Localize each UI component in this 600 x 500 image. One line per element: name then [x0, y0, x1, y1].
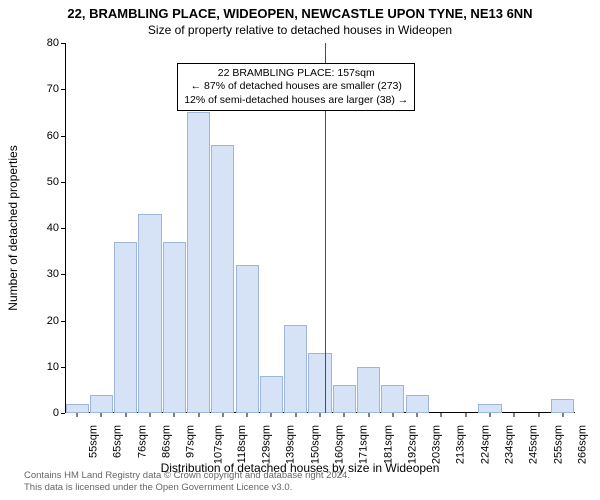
y-tick-label: 20	[47, 315, 59, 327]
footer-attribution: Contains HM Land Registry data © Crown c…	[24, 470, 350, 494]
x-tick-mark	[101, 413, 102, 417]
y-tick-mark	[61, 274, 65, 275]
y-tick-label: 80	[47, 37, 59, 49]
x-tick-label: 181sqm	[382, 425, 394, 464]
histogram-bar	[551, 399, 574, 413]
footer-line2: This data is licensed under the Open Gov…	[24, 482, 350, 494]
x-tick-label: 160sqm	[334, 425, 346, 464]
annotation-box: 22 BRAMBLING PLACE: 157sqm ← 87% of deta…	[177, 63, 415, 110]
y-tick-label: 10	[47, 361, 59, 373]
x-tick-label: 203sqm	[431, 425, 443, 464]
histogram-bar	[211, 145, 234, 413]
histogram-bar	[236, 265, 259, 413]
x-tick-mark	[392, 413, 393, 417]
histogram-bar	[478, 404, 501, 413]
y-tick-label: 60	[47, 130, 59, 142]
x-tick-label: 171sqm	[358, 425, 370, 464]
page-title-line1: 22, BRAMBLING PLACE, WIDEOPEN, NEWCASTLE…	[0, 6, 600, 21]
histogram-bar	[333, 385, 356, 413]
x-tick-mark	[198, 413, 199, 417]
x-tick-mark	[490, 413, 491, 417]
x-tick-label: 76sqm	[136, 425, 148, 458]
x-tick-mark	[320, 413, 321, 417]
annotation-line2: ← 87% of detached houses are smaller (27…	[184, 80, 408, 93]
x-tick-mark	[538, 413, 539, 417]
histogram-bar	[260, 376, 283, 413]
histogram-bar	[284, 325, 307, 413]
histogram-bar	[114, 242, 137, 413]
histogram-bar	[138, 214, 161, 413]
x-tick-label: 234sqm	[504, 425, 516, 464]
x-tick-mark	[441, 413, 442, 417]
x-tick-mark	[417, 413, 418, 417]
x-tick-label: 150sqm	[309, 425, 321, 464]
y-tick-label: 0	[53, 407, 59, 419]
histogram-bar	[90, 395, 113, 414]
x-tick-label: 245sqm	[528, 425, 540, 464]
y-axis-label: Number of detached properties	[6, 145, 20, 310]
annotation-line3: 12% of semi-detached houses are larger (…	[184, 94, 408, 107]
x-tick-label: 86sqm	[161, 425, 173, 458]
y-tick-mark	[61, 89, 65, 90]
x-tick-label: 55sqm	[88, 425, 100, 458]
y-tick-mark	[61, 43, 65, 44]
x-tick-mark	[344, 413, 345, 417]
x-tick-mark	[562, 413, 563, 417]
y-tick-mark	[61, 413, 65, 414]
histogram-bar	[66, 404, 89, 413]
x-tick-label: 97sqm	[185, 425, 197, 458]
x-tick-label: 192sqm	[406, 425, 418, 464]
x-tick-label: 107sqm	[212, 425, 224, 464]
x-tick-label: 129sqm	[261, 425, 273, 464]
x-tick-label: 224sqm	[479, 425, 491, 464]
y-tick-label: 40	[47, 222, 59, 234]
x-tick-mark	[222, 413, 223, 417]
histogram-bar	[406, 395, 429, 414]
x-tick-mark	[174, 413, 175, 417]
x-tick-mark	[247, 413, 248, 417]
x-tick-label: 118sqm	[236, 425, 248, 463]
y-tick-mark	[61, 136, 65, 137]
x-tick-mark	[295, 413, 296, 417]
chart-area: Number of detached properties 0102030405…	[65, 43, 575, 413]
x-tick-mark	[125, 413, 126, 417]
footer-line1: Contains HM Land Registry data © Crown c…	[24, 470, 350, 482]
x-tick-mark	[150, 413, 151, 417]
x-tick-mark	[77, 413, 78, 417]
x-tick-label: 266sqm	[576, 425, 588, 464]
y-tick-label: 30	[47, 268, 59, 280]
x-tick-label: 65sqm	[112, 425, 124, 458]
x-tick-mark	[271, 413, 272, 417]
x-tick-mark	[514, 413, 515, 417]
histogram-bar	[357, 367, 380, 413]
histogram-bar	[187, 112, 210, 413]
x-tick-label: 255sqm	[552, 425, 564, 464]
y-tick-label: 70	[47, 83, 59, 95]
y-tick-mark	[61, 182, 65, 183]
histogram-bar	[163, 242, 186, 413]
y-tick-mark	[61, 367, 65, 368]
annotation-line1: 22 BRAMBLING PLACE: 157sqm	[184, 67, 408, 80]
page-title-line2: Size of property relative to detached ho…	[0, 23, 600, 37]
y-tick-mark	[61, 321, 65, 322]
y-tick-mark	[61, 228, 65, 229]
y-tick-label: 50	[47, 176, 59, 188]
x-tick-label: 213sqm	[455, 425, 467, 464]
x-tick-mark	[368, 413, 369, 417]
x-tick-mark	[465, 413, 466, 417]
histogram-bar	[381, 385, 404, 413]
x-tick-label: 139sqm	[285, 425, 297, 464]
histogram-bar	[308, 353, 331, 413]
